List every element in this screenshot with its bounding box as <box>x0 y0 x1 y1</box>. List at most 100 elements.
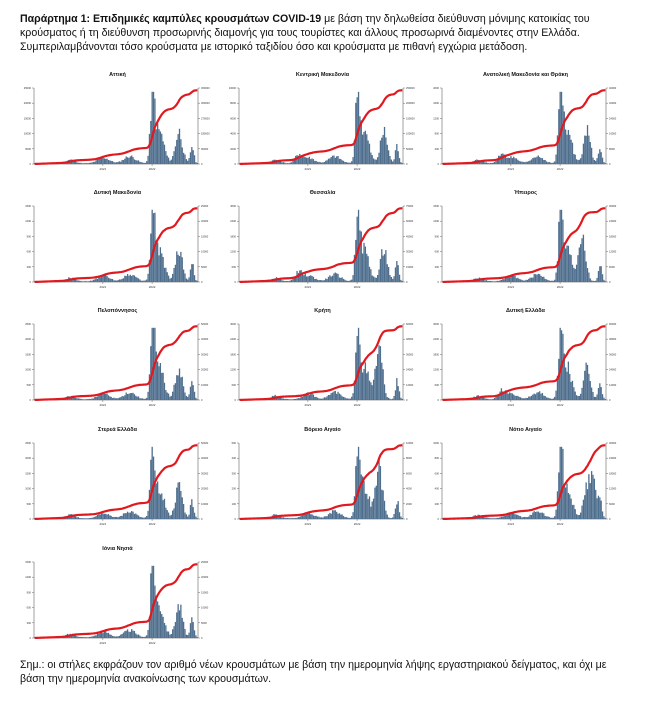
bar <box>184 392 186 400</box>
bar <box>192 264 194 282</box>
bar <box>141 636 144 638</box>
bar <box>181 147 183 164</box>
bar <box>389 398 391 400</box>
bar <box>566 371 568 400</box>
bar <box>588 373 590 400</box>
bar <box>338 277 341 282</box>
bar <box>584 370 586 400</box>
bar <box>176 251 178 282</box>
bar <box>132 630 134 638</box>
bar <box>554 516 556 519</box>
bar <box>100 392 103 400</box>
bar <box>511 274 513 282</box>
bar <box>75 279 77 282</box>
bar <box>543 513 545 519</box>
bar <box>286 281 289 282</box>
y-tick-label-right: 0 <box>201 162 203 166</box>
y-tick-label-left: 3000 <box>433 322 439 326</box>
bar <box>603 397 605 400</box>
y-tick-label-left: 0 <box>438 162 440 166</box>
bar <box>84 281 86 282</box>
x-tick-label: 2022 <box>557 167 564 171</box>
bar <box>284 398 286 400</box>
bar <box>483 160 485 164</box>
bar <box>147 510 149 519</box>
bar <box>136 514 138 519</box>
bar <box>517 159 519 164</box>
bar <box>187 516 189 519</box>
bar <box>442 281 444 282</box>
bar <box>487 398 489 400</box>
bar <box>155 483 157 519</box>
bar <box>526 161 529 164</box>
bar <box>398 391 401 400</box>
bar <box>308 395 310 400</box>
bar <box>79 636 81 638</box>
y-tick-label-right: 45000 <box>406 234 414 238</box>
bar <box>387 397 390 400</box>
bar <box>502 279 504 282</box>
bar <box>85 637 88 638</box>
bar <box>107 514 110 519</box>
bar <box>282 398 285 400</box>
bar <box>105 275 107 282</box>
bar <box>333 510 335 519</box>
bar <box>508 512 511 519</box>
bar <box>188 277 190 282</box>
bar <box>387 517 390 519</box>
bar <box>540 512 542 519</box>
bar <box>484 517 486 519</box>
bar <box>483 397 485 400</box>
bar <box>90 280 92 282</box>
bar <box>485 517 488 519</box>
bar <box>360 120 362 164</box>
x-tick-label: 2021 <box>508 403 515 407</box>
bar <box>342 396 345 400</box>
bar <box>92 517 95 519</box>
bar <box>366 373 368 400</box>
y-tick-label-right: 18000 <box>609 471 617 475</box>
bar <box>357 446 360 519</box>
bar <box>107 632 110 638</box>
bar <box>124 513 126 519</box>
bar <box>239 281 241 282</box>
bar <box>528 396 530 400</box>
bar <box>489 399 492 400</box>
bar <box>177 254 179 282</box>
bar <box>530 277 533 282</box>
bar <box>578 247 580 282</box>
bar <box>95 396 97 400</box>
bar <box>292 399 294 400</box>
bar <box>174 621 177 638</box>
bar <box>73 515 75 519</box>
bar <box>195 162 197 164</box>
bar <box>131 393 133 400</box>
y-tick-label-right: 30000 <box>609 441 617 445</box>
bar <box>316 516 319 519</box>
bar <box>106 276 108 282</box>
bar <box>304 273 306 282</box>
bar <box>159 494 162 519</box>
bar <box>169 515 171 519</box>
bar <box>109 278 111 282</box>
bar <box>191 617 193 638</box>
bar <box>100 512 103 519</box>
y-tick-label-right: 15000 <box>201 234 209 238</box>
bar <box>362 253 364 282</box>
bar <box>92 161 95 164</box>
bar <box>185 514 187 519</box>
bar <box>393 276 395 282</box>
bar <box>98 158 100 164</box>
bar <box>140 162 142 164</box>
y-tick-label-left: 1800 <box>230 234 236 238</box>
bar <box>574 154 576 164</box>
bar <box>120 634 122 638</box>
bar <box>178 610 181 638</box>
bar <box>192 150 194 164</box>
bar <box>90 162 92 164</box>
bar <box>495 518 497 519</box>
bar <box>105 631 107 638</box>
bar <box>593 478 595 519</box>
bar <box>118 397 121 400</box>
bar <box>575 159 578 164</box>
